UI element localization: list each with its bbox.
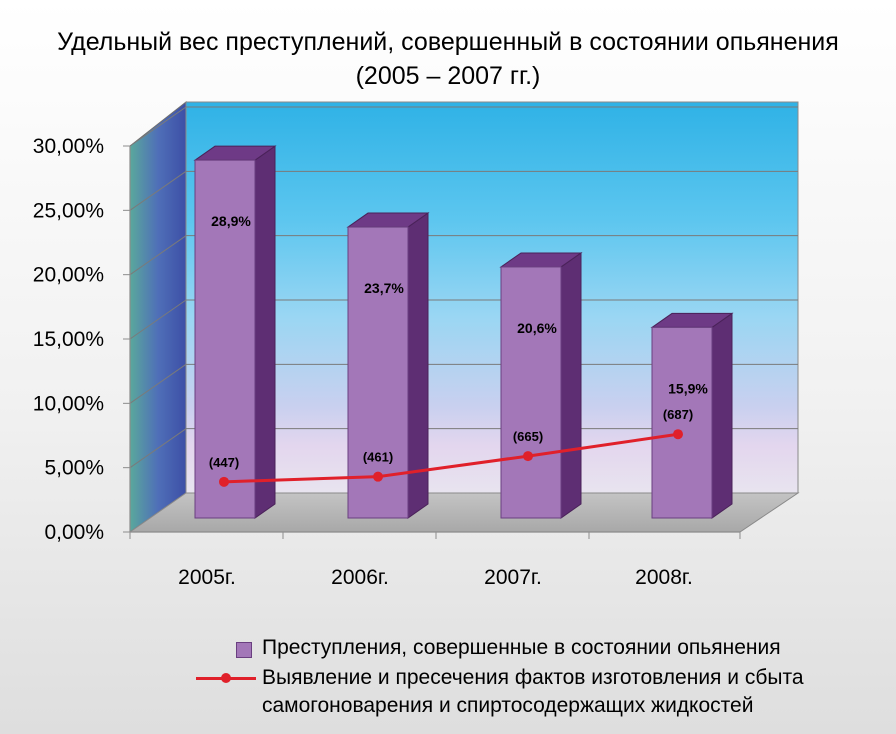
line-data-label: (665) (513, 429, 543, 444)
y-tick-label: 20,00% (33, 264, 104, 287)
legend-line-marker (221, 673, 231, 683)
gridline-depth (129, 170, 187, 211)
bar-data-label: 28,9% (211, 213, 251, 229)
line-data-label: (687) (663, 407, 693, 422)
gridline-depth (129, 299, 187, 340)
y-axis: 0,00% 5,00% 10,00% 15,00% 20,00% 25,00% 30,00% (33, 135, 131, 544)
legend-bar-swatch (236, 642, 252, 658)
legend-item-line: Выявление и пресечения фактов изготовлен… (196, 664, 886, 720)
x-tick-label: 2006г. (331, 566, 389, 589)
bar-front (651, 326, 713, 519)
bar-side (560, 251, 582, 519)
bar-2007г.: 20,6% (499, 251, 583, 519)
gridline-depth (129, 428, 187, 469)
bar-series: 28,9% 23,7% 20,6% 15,9% (193, 145, 734, 519)
bar-data-label: 23,7% (364, 280, 404, 296)
y-tick-label: 30,00% (33, 135, 104, 158)
legend-line-label: Выявление и пресечения фактов изготовлен… (262, 666, 804, 717)
y-tick-label: 5,00% (44, 457, 104, 480)
x-tick-label: 2007г. (484, 566, 542, 589)
bar-front (194, 159, 256, 519)
chart-subtitle: (2005 – 2007 гг.) (355, 62, 541, 90)
bar-data-label: 20,6% (517, 320, 557, 336)
line-series: (447) (461) (665) (687) (209, 407, 693, 487)
gridline-depth (129, 235, 187, 276)
bar-side (711, 312, 733, 519)
y-tick-label: 10,00% (33, 392, 104, 415)
y-tick-label: 0,00% (44, 521, 104, 544)
line-point (673, 429, 683, 440)
line-path (223, 432, 679, 484)
bar-2008г.: 15,9% (650, 312, 734, 519)
bar-front (347, 226, 409, 519)
legend: Преступления, совершенные в состоянии оп… (196, 634, 886, 720)
legend-bar-label: Преступления, совершенные в состоянии оп… (262, 636, 781, 659)
chart-title: Удельный вес преступлений, совершенный в… (57, 28, 839, 56)
line-point (523, 451, 533, 462)
x-axis: 2005г. 2006г. 2007г. 2008г. (129, 531, 741, 589)
left-side-wall (129, 100, 187, 533)
x-tick-label: 2005г. (178, 566, 236, 589)
bar-2006г.: 23,7% (346, 212, 430, 519)
bar-side (254, 145, 276, 519)
legend-item-bars: Преступления, совершенные в состоянии оп… (196, 634, 886, 662)
line-point (219, 476, 229, 487)
gridline-depth (129, 363, 187, 404)
x-tick-label: 2008г. (635, 566, 693, 589)
line-point (373, 471, 383, 482)
gridline-depth (129, 106, 187, 147)
bar-data-label: 15,9% (668, 380, 708, 396)
y-tick-label: 15,00% (33, 328, 104, 351)
y-tick-label: 25,00% (33, 199, 104, 222)
bar-2005г.: 28,9% (193, 145, 277, 519)
bar-front (500, 266, 562, 519)
line-data-label: (447) (209, 455, 239, 470)
line-data-label: (461) (363, 450, 393, 465)
